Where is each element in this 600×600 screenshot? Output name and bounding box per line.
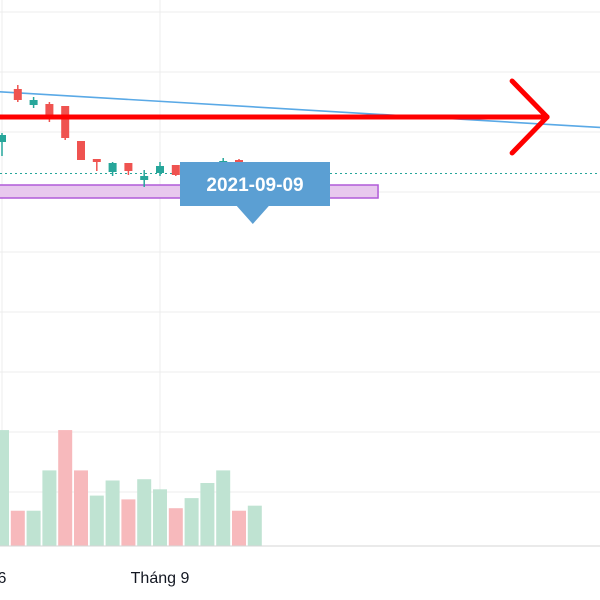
candle-4 — [61, 106, 70, 140]
volume-bar-2 — [26, 510, 41, 546]
candle-body-10 — [156, 166, 164, 173]
time-axis: 6 Tháng 9 — [0, 545, 600, 587]
trendline-layer — [0, 91, 600, 129]
candle-body-5 — [77, 141, 85, 160]
candle-2 — [29, 97, 38, 108]
candle-1 — [13, 85, 22, 102]
arrow-layer — [0, 78, 550, 156]
volume-bar-4 — [58, 430, 73, 546]
volume-bar-10 — [153, 489, 167, 546]
volume-bar-11 — [168, 508, 183, 546]
candle-body-0 — [0, 135, 6, 142]
candle-body-2 — [29, 100, 38, 105]
candle-body-4 — [61, 106, 70, 138]
candle-body-9 — [140, 176, 149, 180]
volume-bar-7 — [105, 480, 120, 546]
candle-body-11 — [171, 165, 180, 175]
candle-body-7 — [108, 163, 117, 172]
candle-11 — [171, 165, 180, 176]
candle-9 — [140, 170, 149, 187]
tooltip-box — [180, 162, 330, 224]
candle-10 — [156, 162, 164, 176]
candle-5 — [77, 141, 85, 160]
x-tick-label-1: Tháng 9 — [131, 570, 190, 587]
volume-bar-6 — [89, 495, 104, 546]
date-tooltip: 2021-09-09 — [180, 162, 330, 224]
trendline[interactable] — [0, 91, 600, 129]
candle-body-3 — [45, 104, 54, 116]
arrow-head[interactable] — [509, 78, 550, 156]
candle-0 — [0, 133, 6, 156]
candle-body-6 — [92, 159, 101, 162]
volume-bar-12 — [184, 498, 199, 546]
volume-bar-14 — [216, 470, 231, 546]
volume-bar-15 — [232, 510, 246, 546]
candle-7 — [108, 162, 117, 176]
candle-8 — [124, 163, 133, 175]
volume-bar-3 — [42, 470, 57, 546]
volume-bar-5 — [74, 470, 88, 546]
volume-bar-16 — [247, 505, 262, 546]
candle-body-1 — [13, 89, 22, 100]
candle-6 — [92, 159, 101, 171]
candle-body-8 — [124, 163, 133, 171]
candles — [0, 85, 259, 187]
volume-bar-1 — [10, 510, 25, 546]
tooltip-date-label: 2021-09-09 — [206, 175, 303, 196]
volume-bar-0 — [0, 430, 9, 546]
volume-bar-9 — [137, 479, 152, 546]
x-tick-label-0: 6 — [0, 570, 7, 587]
volume-bar-8 — [121, 499, 136, 546]
volume-bars — [0, 430, 262, 546]
volume-bar-13 — [200, 483, 215, 546]
